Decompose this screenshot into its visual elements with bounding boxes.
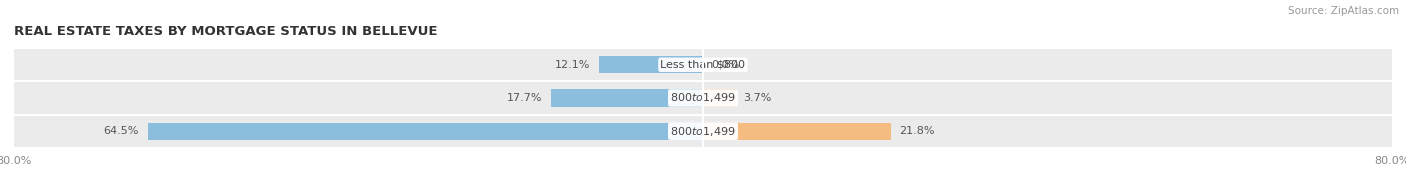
Text: 64.5%: 64.5% (104, 126, 139, 136)
Text: 3.7%: 3.7% (744, 93, 772, 103)
Text: $800 to $1,499: $800 to $1,499 (671, 92, 735, 104)
Text: 21.8%: 21.8% (900, 126, 935, 136)
Bar (703, 123, 891, 140)
Text: $800 to $1,499: $800 to $1,499 (671, 125, 735, 138)
Text: Source: ZipAtlas.com: Source: ZipAtlas.com (1288, 6, 1399, 16)
Bar (551, 89, 703, 107)
Text: Less than $800: Less than $800 (661, 60, 745, 70)
Text: 12.1%: 12.1% (555, 60, 591, 70)
Bar (599, 56, 703, 73)
Bar (703, 89, 735, 107)
Text: 0.0%: 0.0% (711, 60, 740, 70)
Bar (14, 49, 1392, 80)
Bar (14, 116, 1392, 147)
Text: REAL ESTATE TAXES BY MORTGAGE STATUS IN BELLEVUE: REAL ESTATE TAXES BY MORTGAGE STATUS IN … (14, 25, 437, 38)
Bar (148, 123, 703, 140)
Text: 17.7%: 17.7% (506, 93, 541, 103)
Bar (14, 82, 1392, 114)
